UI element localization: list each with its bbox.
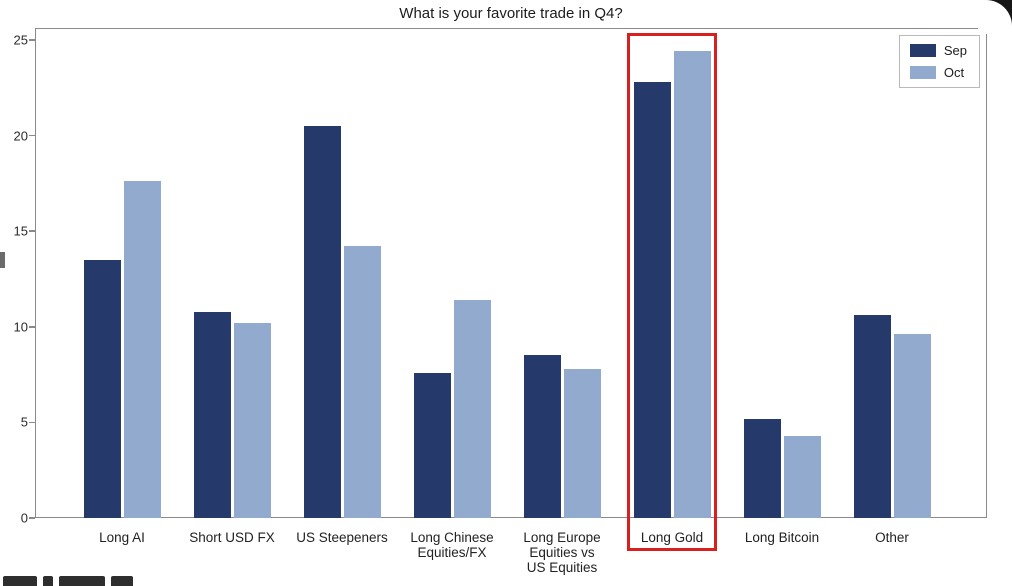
- x-category-label: Other: [875, 530, 909, 545]
- plot-area: [35, 28, 987, 518]
- x-category-label: Long Europe Equities vs US Equities: [523, 530, 601, 575]
- bar-sep-0: [83, 259, 121, 518]
- bar-oct-4: [563, 368, 601, 518]
- cropped-text-fragment: [59, 576, 105, 586]
- chart-title: What is your favorite trade in Q4?: [399, 5, 623, 22]
- legend-item-sep: Sep: [909, 43, 967, 58]
- x-category-label: Long Gold: [640, 530, 704, 545]
- bar-sep-1: [193, 311, 231, 518]
- x-category-label: Long AI: [99, 530, 145, 545]
- legend-swatch-oct: [909, 66, 936, 79]
- window-corner-background: [978, 0, 1012, 34]
- legend-label: Oct: [943, 65, 965, 80]
- bar-oct-6: [783, 435, 821, 518]
- bar-oct-1: [233, 322, 271, 518]
- page-rounded-corner: [978, 0, 1012, 34]
- y-tick-label: 20: [13, 128, 28, 144]
- y-tick-mark: [29, 230, 35, 232]
- bar-oct-5: [673, 51, 711, 518]
- legend: Sep Oct: [898, 35, 980, 88]
- cropped-text-fragment: [3, 576, 37, 586]
- bar-oct-0: [123, 181, 161, 518]
- legend-item-oct: Oct: [909, 65, 967, 80]
- cropped-text-artifact: [3, 576, 133, 586]
- x-category-label: Short USD FX: [189, 530, 275, 545]
- x-category-label: US Steepeners: [296, 530, 388, 545]
- bar-oct-3: [453, 300, 491, 518]
- y-tick-mark: [29, 421, 35, 424]
- cropped-text-fragment: [111, 576, 133, 586]
- y-tick-label: 0: [20, 510, 28, 526]
- bar-sep-3: [413, 372, 451, 518]
- bar-sep-5: [633, 82, 671, 518]
- bar-oct-7: [893, 334, 931, 518]
- bar-sep-7: [853, 315, 891, 518]
- bar-sep-4: [523, 355, 561, 518]
- x-category-label: Long Chinese Equities/FX: [410, 530, 494, 560]
- y-tick-mark: [29, 134, 35, 137]
- y-tick-label: 10: [13, 319, 28, 335]
- bar-sep-2: [303, 126, 341, 518]
- clipped-y-axis-label: [0, 252, 5, 268]
- bar-sep-6: [743, 418, 781, 518]
- bar-oct-2: [343, 246, 381, 518]
- highlight-rectangle: [627, 33, 717, 551]
- legend-swatch-sep: [909, 44, 936, 57]
- x-category-label: Long Bitcoin: [744, 530, 820, 545]
- y-tick-mark: [29, 517, 35, 519]
- cropped-text-fragment: [43, 576, 53, 586]
- legend-label: Sep: [943, 43, 967, 58]
- y-tick-label: 25: [13, 32, 28, 48]
- y-tick-mark: [29, 326, 35, 328]
- y-tick-label: 5: [20, 414, 28, 430]
- y-tick-label: 15: [13, 223, 28, 239]
- y-tick-mark: [29, 39, 35, 41]
